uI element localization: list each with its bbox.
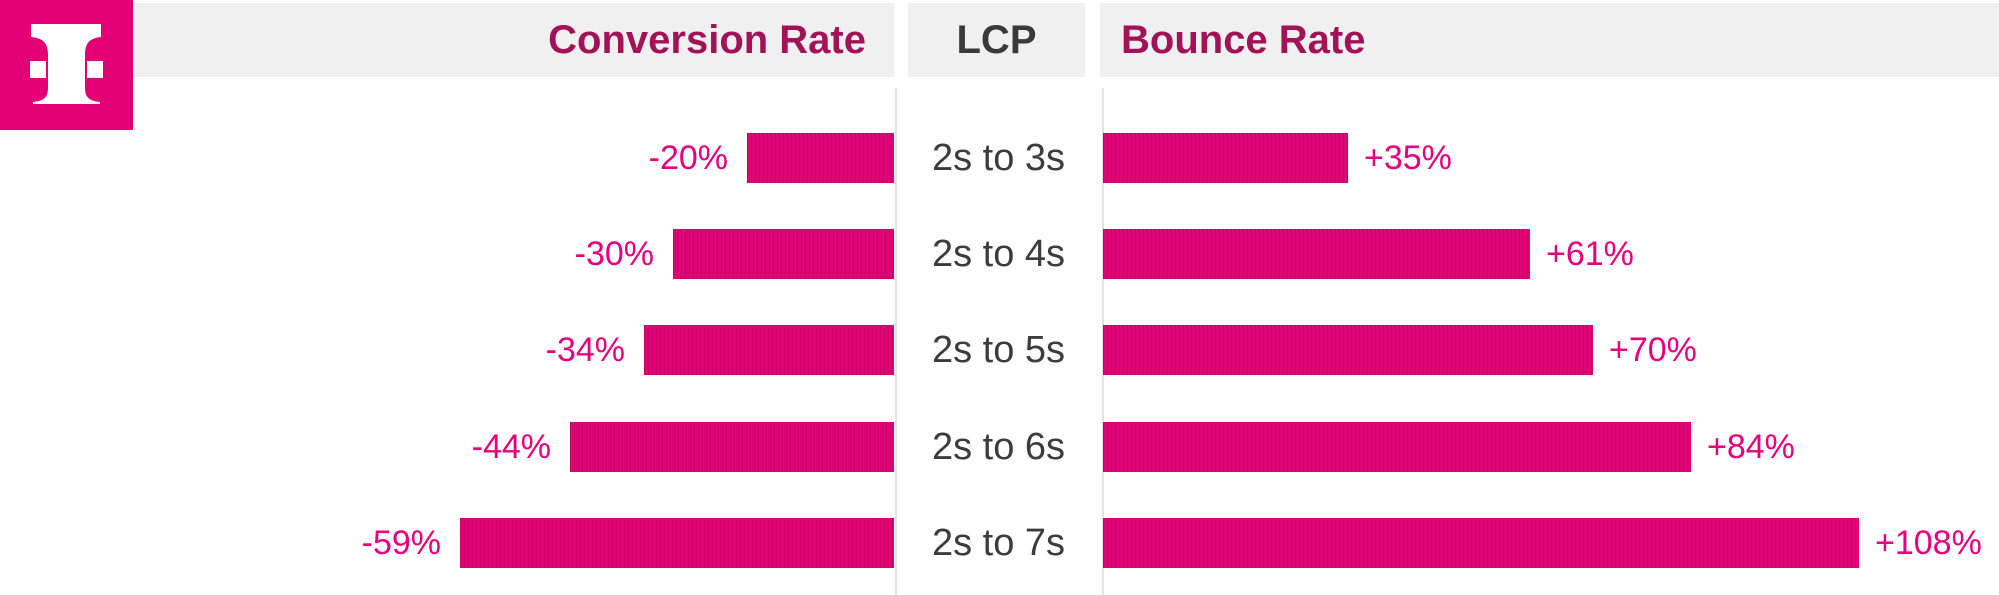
conversion-bar bbox=[673, 229, 894, 279]
bounce-cell: +108% bbox=[1103, 518, 1999, 568]
bounce-bar bbox=[1103, 422, 1691, 472]
bounce-value-label: +108% bbox=[1875, 523, 1982, 562]
bounce-bar bbox=[1103, 325, 1593, 375]
conversion-cell: -30% bbox=[0, 229, 894, 279]
bounce-value-label: +70% bbox=[1609, 330, 1697, 369]
conversion-cell: -34% bbox=[0, 325, 894, 375]
conversion-value-label: -44% bbox=[471, 427, 551, 466]
column-header-bounce-rate: Bounce Rate bbox=[1100, 3, 1999, 77]
bounce-cell: +61% bbox=[1103, 229, 1999, 279]
lcp-category-label: 2s to 3s bbox=[931, 136, 1066, 179]
bounce-bar bbox=[1103, 229, 1530, 279]
bounce-value-label: +61% bbox=[1546, 234, 1634, 273]
bounce-cell: +70% bbox=[1103, 325, 1999, 375]
chart-row: -30% 2s to 4s +61% bbox=[0, 229, 1999, 279]
telekom-t-icon bbox=[30, 24, 103, 104]
conversion-bar bbox=[570, 422, 894, 472]
bounce-bar bbox=[1103, 518, 1859, 568]
chart-row: -20% 2s to 3s +35% bbox=[0, 133, 1999, 183]
conversion-value-label: -34% bbox=[545, 330, 625, 369]
telekom-logo bbox=[0, 0, 133, 130]
conversion-cell: -20% bbox=[0, 133, 894, 183]
conversion-bar bbox=[747, 133, 894, 183]
bounce-cell: +35% bbox=[1103, 133, 1999, 183]
lcp-category-label: 2s to 6s bbox=[931, 425, 1066, 468]
bounce-cell: +84% bbox=[1103, 422, 1999, 472]
conversion-value-label: -20% bbox=[648, 138, 728, 177]
conversion-cell: -44% bbox=[0, 422, 894, 472]
conversion-cell: -59% bbox=[0, 518, 894, 568]
conversion-bar bbox=[460, 518, 894, 568]
chart-row: -59% 2s to 7s +108% bbox=[0, 518, 1999, 568]
chart-row: -44% 2s to 6s +84% bbox=[0, 422, 1999, 472]
conversion-value-label: -59% bbox=[361, 523, 441, 562]
column-separator-left bbox=[895, 88, 897, 595]
conversion-bar bbox=[644, 325, 894, 375]
column-header-lcp: LCP bbox=[908, 3, 1085, 77]
bounce-value-label: +84% bbox=[1707, 427, 1795, 466]
chart-row: -34% 2s to 5s +70% bbox=[0, 325, 1999, 375]
column-header-conversion-rate: Conversion Rate bbox=[133, 3, 894, 77]
lcp-category-label: 2s to 7s bbox=[931, 521, 1066, 564]
bounce-value-label: +35% bbox=[1364, 138, 1452, 177]
bounce-bar bbox=[1103, 133, 1348, 183]
lcp-category-label: 2s to 5s bbox=[931, 328, 1066, 371]
conversion-value-label: -30% bbox=[574, 234, 654, 273]
lcp-category-label: 2s to 4s bbox=[931, 232, 1066, 275]
